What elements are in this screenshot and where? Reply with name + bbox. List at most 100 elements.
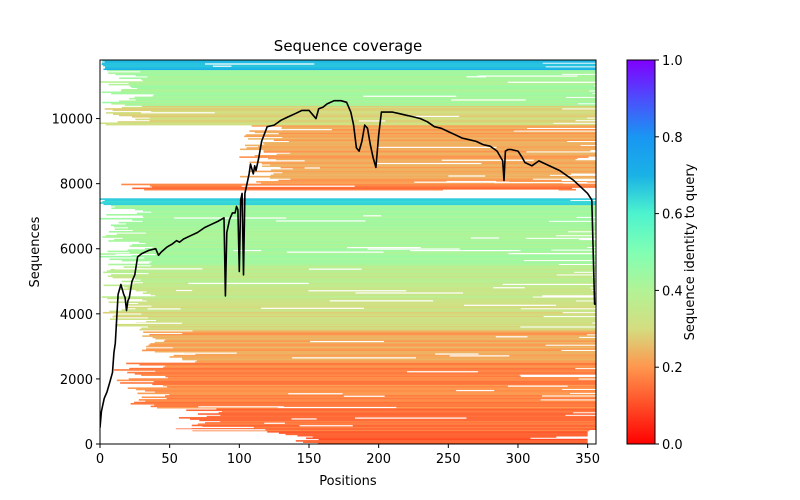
- coverage-row: [278, 132, 596, 135]
- coverage-gap: [141, 112, 215, 114]
- x-tick-label: 200: [366, 452, 391, 467]
- coverage-row: [145, 242, 596, 245]
- coverage-gap: [100, 133, 196, 135]
- coverage-row: [148, 272, 596, 275]
- coverage-row: [107, 297, 596, 300]
- coverage-row: [111, 207, 596, 210]
- coverage-gap: [292, 357, 416, 359]
- coverage-row: [140, 71, 596, 73]
- coverage-row: [145, 400, 596, 402]
- coverage-row: [128, 82, 596, 85]
- coverage-gap: [176, 289, 193, 292]
- coverage-row: [117, 121, 596, 123]
- coverage-row: [267, 430, 588, 433]
- y-tick-label: 0: [85, 438, 93, 453]
- coverage-row: [142, 335, 596, 337]
- coverage-row: [142, 298, 596, 301]
- coverage-row: [290, 178, 533, 181]
- coverage-row: [104, 108, 563, 110]
- coverage-row: [100, 198, 596, 200]
- coverage-gap: [355, 292, 464, 294]
- coverage-row: [149, 334, 587, 336]
- coverage-row: [129, 245, 596, 247]
- coverage-row: [127, 287, 591, 289]
- coverage-row: [173, 354, 596, 357]
- coverage-row: [129, 97, 596, 100]
- coverage-row: [138, 399, 541, 401]
- coverage-gap: [233, 249, 262, 252]
- coverage-row: [154, 391, 596, 393]
- coverage-row: [141, 327, 596, 330]
- coverage-row: [102, 236, 596, 238]
- coverage-row: [249, 130, 514, 132]
- coverage-row: [167, 386, 596, 388]
- coverage-row: [121, 259, 524, 262]
- coverage-row: [123, 266, 596, 268]
- coverage-row: [108, 240, 596, 242]
- coverage-row: [165, 365, 596, 367]
- coverage-gap: [188, 282, 309, 285]
- coverage-gap: [477, 75, 578, 77]
- coverage-row: [262, 165, 596, 168]
- coverage-row: [104, 61, 596, 63]
- coverage-row: [114, 314, 596, 317]
- coverage-row: [312, 436, 557, 438]
- coverage-gap: [204, 63, 315, 65]
- coverage-row: [244, 135, 596, 138]
- coverage-row: [292, 168, 596, 170]
- coverage-row: [276, 153, 596, 156]
- coverage-gap: [456, 389, 495, 392]
- coverage-row: [264, 143, 596, 145]
- coverage-row: [270, 174, 550, 177]
- coverage-gap: [358, 120, 386, 122]
- coverage-row: [155, 370, 596, 373]
- coverage-row: [153, 94, 596, 96]
- coverage-gap: [494, 181, 587, 184]
- coverage-row: [142, 281, 596, 284]
- coverage-row: [135, 118, 596, 121]
- coverage-row: [144, 188, 576, 191]
- coverage-row: [139, 241, 596, 244]
- coverage-row: [110, 224, 596, 227]
- coverage-row: [120, 90, 590, 92]
- coverage-row: [116, 233, 596, 236]
- coverage-gap: [288, 393, 343, 395]
- coverage-gap: [241, 185, 355, 187]
- coverage-row: [138, 302, 596, 305]
- y-tick-label: 10000: [52, 113, 93, 128]
- coverage-row: [270, 164, 596, 166]
- coverage-row: [114, 238, 580, 241]
- coverage-row: [141, 313, 596, 315]
- coverage-row: [113, 113, 596, 115]
- coverage-row: [254, 131, 596, 134]
- coverage-gap: [347, 247, 421, 249]
- coverage-row: [100, 81, 596, 83]
- colorbar-tick-label: 1.0: [662, 54, 683, 69]
- coverage-row: [239, 175, 596, 178]
- coverage-row: [167, 376, 596, 379]
- coverage-row: [121, 106, 596, 109]
- coverage-gap: [276, 129, 332, 131]
- coverage-gap: [363, 95, 457, 97]
- coverage-row: [100, 122, 554, 125]
- coverage-gap: [470, 237, 499, 239]
- coverage-row: [131, 86, 596, 88]
- coverage-row: [100, 217, 596, 220]
- coverage-row: [151, 186, 596, 188]
- x-tick-label: 100: [227, 452, 252, 467]
- coverage-row: [121, 183, 596, 186]
- coverage-row: [249, 161, 596, 164]
- coverage-row: [196, 360, 596, 362]
- coverage-row: [144, 257, 596, 259]
- colorbar: [626, 59, 656, 445]
- coverage-row: [261, 182, 563, 184]
- coverage-row: [182, 358, 596, 361]
- coverage-row: [135, 208, 596, 211]
- coverage-row: [132, 187, 573, 190]
- coverage-row: [151, 110, 596, 113]
- coverage-row: [115, 324, 596, 327]
- coverage-row: [126, 362, 596, 365]
- coverage-row: [135, 99, 596, 101]
- coverage-row: [102, 60, 596, 62]
- coverage-row: [108, 263, 559, 266]
